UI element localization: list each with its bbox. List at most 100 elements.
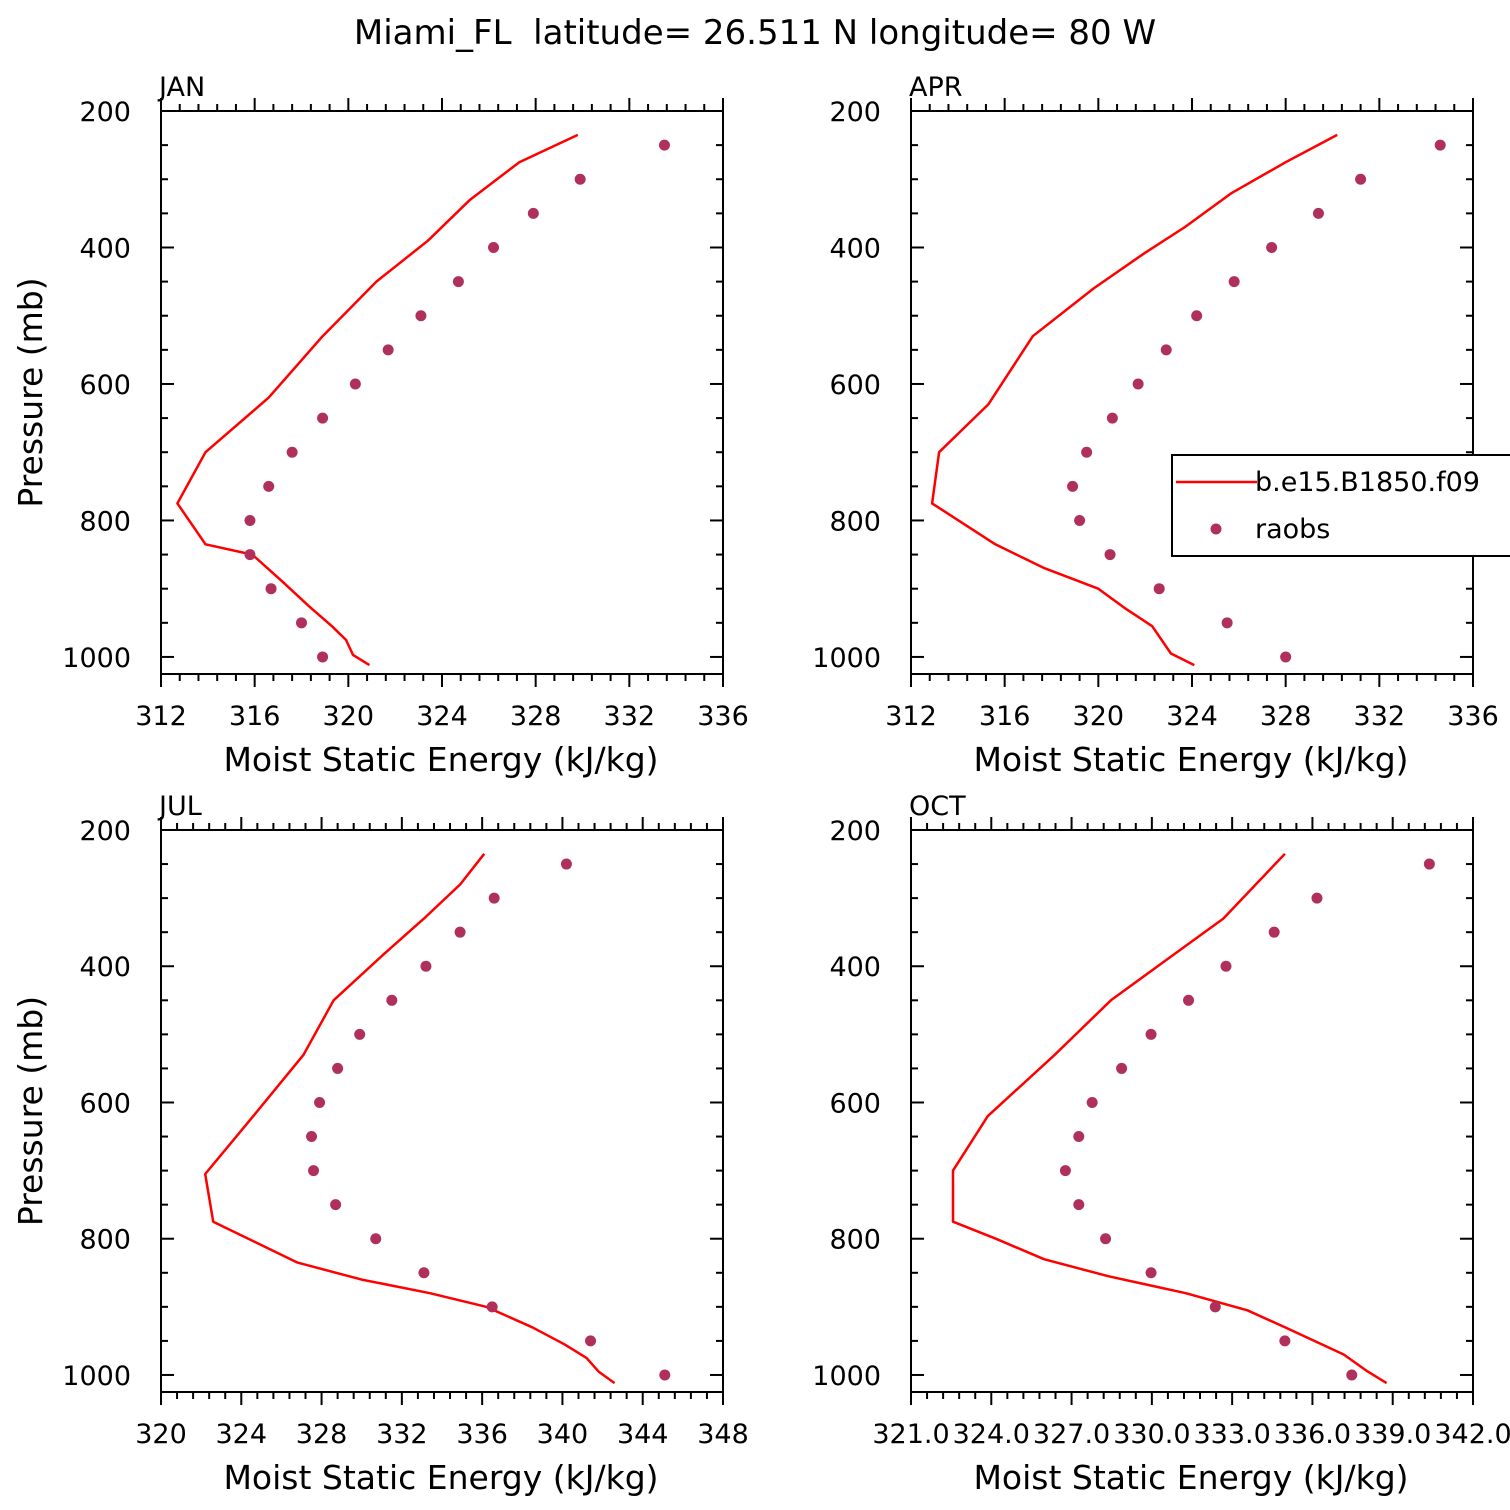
raobs-point	[244, 549, 256, 561]
x-tick-label: 324	[216, 1419, 268, 1450]
y-tick-label: 800	[79, 506, 131, 537]
raobs-point	[265, 583, 277, 595]
raobs-point	[1086, 1096, 1098, 1108]
x-tick-label: 342.0	[1434, 1419, 1510, 1450]
raobs-point	[1059, 1165, 1071, 1177]
raobs-point	[1209, 1301, 1221, 1313]
y-tick-label: 200	[829, 816, 881, 847]
figure-title: Miami_FL latitude= 26.511 N longitude= 8…	[354, 13, 1156, 53]
x-tick-label: 327.0	[1033, 1419, 1110, 1450]
raobs-point	[370, 1233, 382, 1245]
raobs-point	[1434, 139, 1446, 151]
x-axis-label: Moist Static Energy (kJ/kg)	[223, 1458, 658, 1497]
y-tick-label: 1000	[62, 1361, 131, 1392]
x-tick-label: 344	[617, 1419, 669, 1450]
y-tick-label: 200	[829, 97, 881, 128]
raobs-point	[1423, 858, 1435, 870]
x-tick-label: 336	[1447, 701, 1499, 732]
y-tick-label: 400	[79, 233, 131, 264]
y-tick-label: 1000	[62, 643, 131, 674]
raobs-point	[1074, 514, 1086, 526]
model-profile-line	[203, 853, 616, 1385]
x-tick-label: 324.0	[953, 1419, 1030, 1450]
legend-label-obs: raobs	[1255, 514, 1330, 545]
panel-oct: 321.0 324.0 327.0 330.0 333.0 336.0 339.0 342.0…	[812, 791, 1510, 1497]
y-tick-label: 800	[79, 1225, 131, 1256]
x-tick-label: 316	[979, 701, 1031, 732]
raobs-point	[415, 310, 427, 322]
x-tick-label: 336.0	[1274, 1419, 1351, 1450]
x-tick-label: 328	[1260, 701, 1312, 732]
raobs-point	[486, 1301, 498, 1313]
raobs-point	[386, 994, 398, 1006]
raobs-point	[1279, 1335, 1291, 1347]
raobs-point	[452, 276, 464, 288]
raobs-point	[1073, 1131, 1085, 1143]
raobs-point	[488, 241, 500, 253]
raobs-point	[574, 173, 586, 185]
raobs-point	[659, 1369, 671, 1381]
x-tick-label: 320	[1073, 701, 1125, 732]
x-tick-label: 320	[135, 1419, 187, 1450]
legend-box	[1171, 454, 1510, 557]
y-tick-label: 600	[829, 370, 881, 401]
raobs-point	[1312, 207, 1324, 219]
y-axis-label: Pressure (mb)	[11, 996, 50, 1226]
model-profile-line	[176, 133, 579, 667]
x-tick-label: 324	[1166, 701, 1218, 732]
x-tick-label: 312	[885, 701, 937, 732]
legend-label-model: b.e15.B1850.f09	[1255, 467, 1480, 498]
y-tick-label: 400	[829, 233, 881, 264]
panel-title: APR	[909, 72, 963, 103]
model-profile-line	[930, 133, 1338, 667]
raobs-point	[1104, 549, 1116, 561]
raobs-point	[1280, 651, 1292, 663]
raobs-point	[1221, 617, 1233, 629]
raobs-point	[420, 960, 432, 972]
y-tick-label: 400	[829, 952, 881, 983]
x-tick-label: 339.0	[1354, 1419, 1431, 1450]
x-tick-label: 332	[604, 701, 656, 732]
raobs-point	[1116, 1062, 1128, 1074]
panel-title: JAN	[157, 72, 205, 103]
raobs-point	[1145, 1267, 1157, 1279]
x-tick-label: 340	[537, 1419, 589, 1450]
y-tick-label: 1000	[812, 1361, 881, 1392]
raobs-point	[244, 514, 256, 526]
raobs-point	[1355, 173, 1367, 185]
x-tick-label: 336	[697, 701, 749, 732]
raobs-point	[488, 892, 500, 904]
x-axis-label: Moist Static Energy (kJ/kg)	[973, 740, 1408, 779]
raobs-point	[306, 1131, 318, 1143]
raobs-point	[354, 1028, 366, 1040]
raobs-point	[286, 446, 298, 458]
x-tick-label: 332	[376, 1419, 428, 1450]
raobs-point	[317, 651, 329, 663]
panel-title: JUL	[157, 791, 202, 822]
raobs-point	[1081, 446, 1093, 458]
raobs-point	[1067, 480, 1079, 492]
raobs-point	[1220, 960, 1232, 972]
x-tick-label: 312	[135, 701, 187, 732]
raobs-point	[308, 1165, 320, 1177]
raobs-point	[560, 858, 572, 870]
y-tick-label: 600	[79, 1088, 131, 1119]
panels: 312 316 320 324 328 332 336 200 400 600 800 1000 JAN…	[11, 72, 1510, 1497]
raobs-point	[296, 617, 307, 629]
raobs-point	[527, 207, 539, 219]
x-tick-label: 336	[456, 1419, 508, 1450]
plot-frame	[910, 829, 1474, 1393]
x-tick-label: 324	[416, 701, 468, 732]
raobs-point	[418, 1267, 430, 1279]
x-axis-label: Moist Static Energy (kJ/kg)	[973, 1458, 1408, 1497]
panel-title: OCT	[909, 791, 966, 822]
plot-frame	[160, 829, 724, 1393]
panel-apr: 312 316 320 324 328 332 336 200 400 600 800 1000 APR…	[812, 72, 1510, 779]
panel-jan: 312 316 320 324 328 332 336 200 400 600 800 1000 JAN…	[11, 72, 749, 779]
x-axis-label: Moist Static Energy (kJ/kg)	[223, 740, 658, 779]
raobs-point	[314, 1096, 326, 1108]
raobs-point	[1266, 241, 1278, 253]
x-tick-label: 333.0	[1193, 1419, 1270, 1450]
x-tick-label: 320	[323, 701, 375, 732]
